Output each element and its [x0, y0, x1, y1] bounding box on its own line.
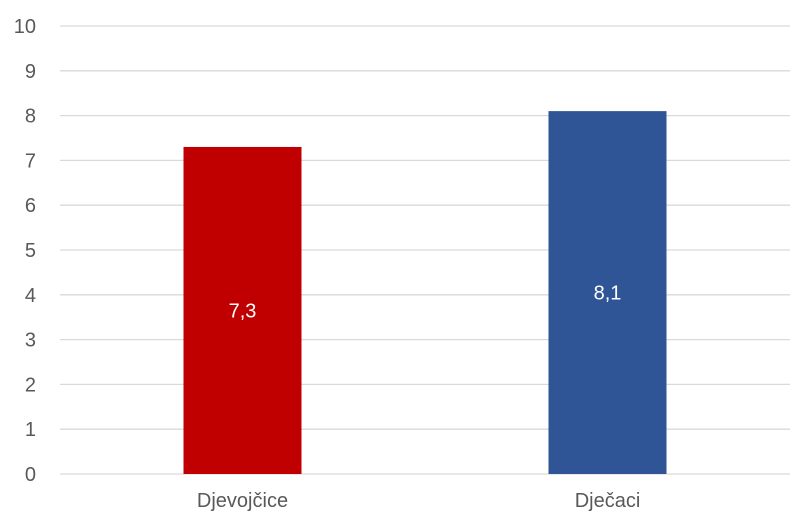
bar-data-label: 8,1	[594, 283, 622, 305]
y-tick-label: 4	[25, 285, 36, 307]
y-tick-label: 8	[25, 106, 36, 128]
bar	[548, 111, 667, 475]
y-tick-label: 5	[25, 240, 36, 262]
data-labels: 7,3 8,1	[229, 283, 622, 323]
y-axis-tick-labels: 0 1 2 3 4 5 6 7 8 9 10	[14, 16, 36, 486]
y-tick-label: 2	[25, 374, 36, 396]
x-axis-category-labels: Djevojčice Dječaci	[197, 490, 640, 512]
y-tick-label: 9	[25, 61, 36, 83]
y-tick-label: 1	[25, 419, 36, 441]
x-category-label: Dječaci	[575, 490, 641, 512]
y-tick-label: 10	[14, 16, 36, 38]
bar-data-label: 7,3	[229, 300, 257, 322]
y-tick-label: 0	[25, 464, 36, 486]
y-tick-label: 3	[25, 330, 36, 352]
bar	[183, 146, 302, 474]
gridlines	[60, 25, 790, 475]
x-category-label: Djevojčice	[197, 490, 288, 512]
bars	[183, 111, 667, 475]
y-tick-label: 6	[25, 195, 36, 217]
y-tick-label: 7	[25, 150, 36, 172]
